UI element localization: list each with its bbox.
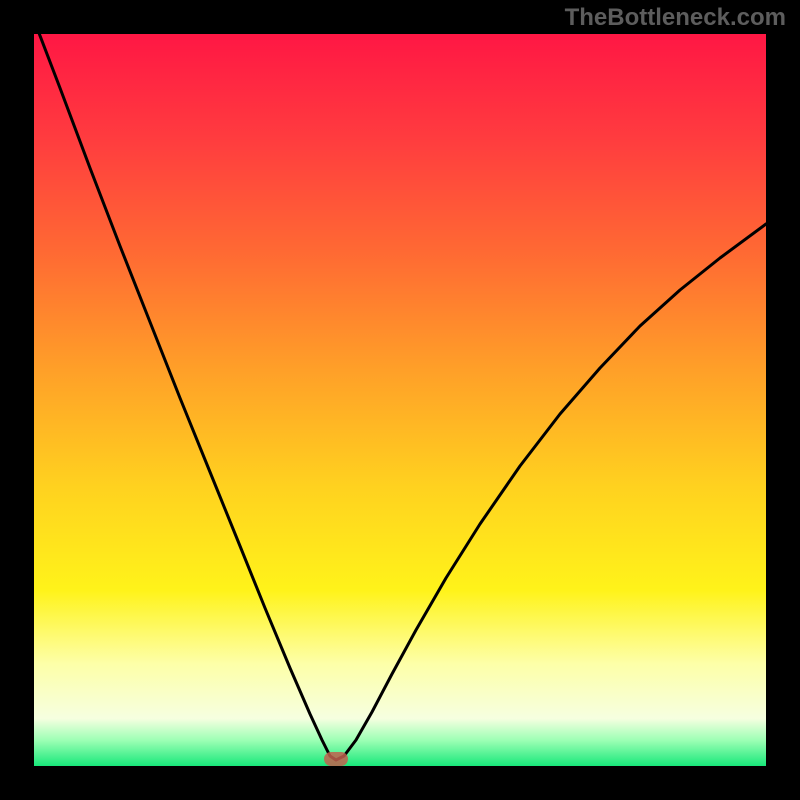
chart-frame: TheBottleneck.com [0, 0, 800, 800]
apex-marker [324, 752, 348, 766]
watermark-text: TheBottleneck.com [565, 4, 786, 32]
gradient-background [34, 34, 766, 766]
chart-svg [0, 0, 800, 800]
